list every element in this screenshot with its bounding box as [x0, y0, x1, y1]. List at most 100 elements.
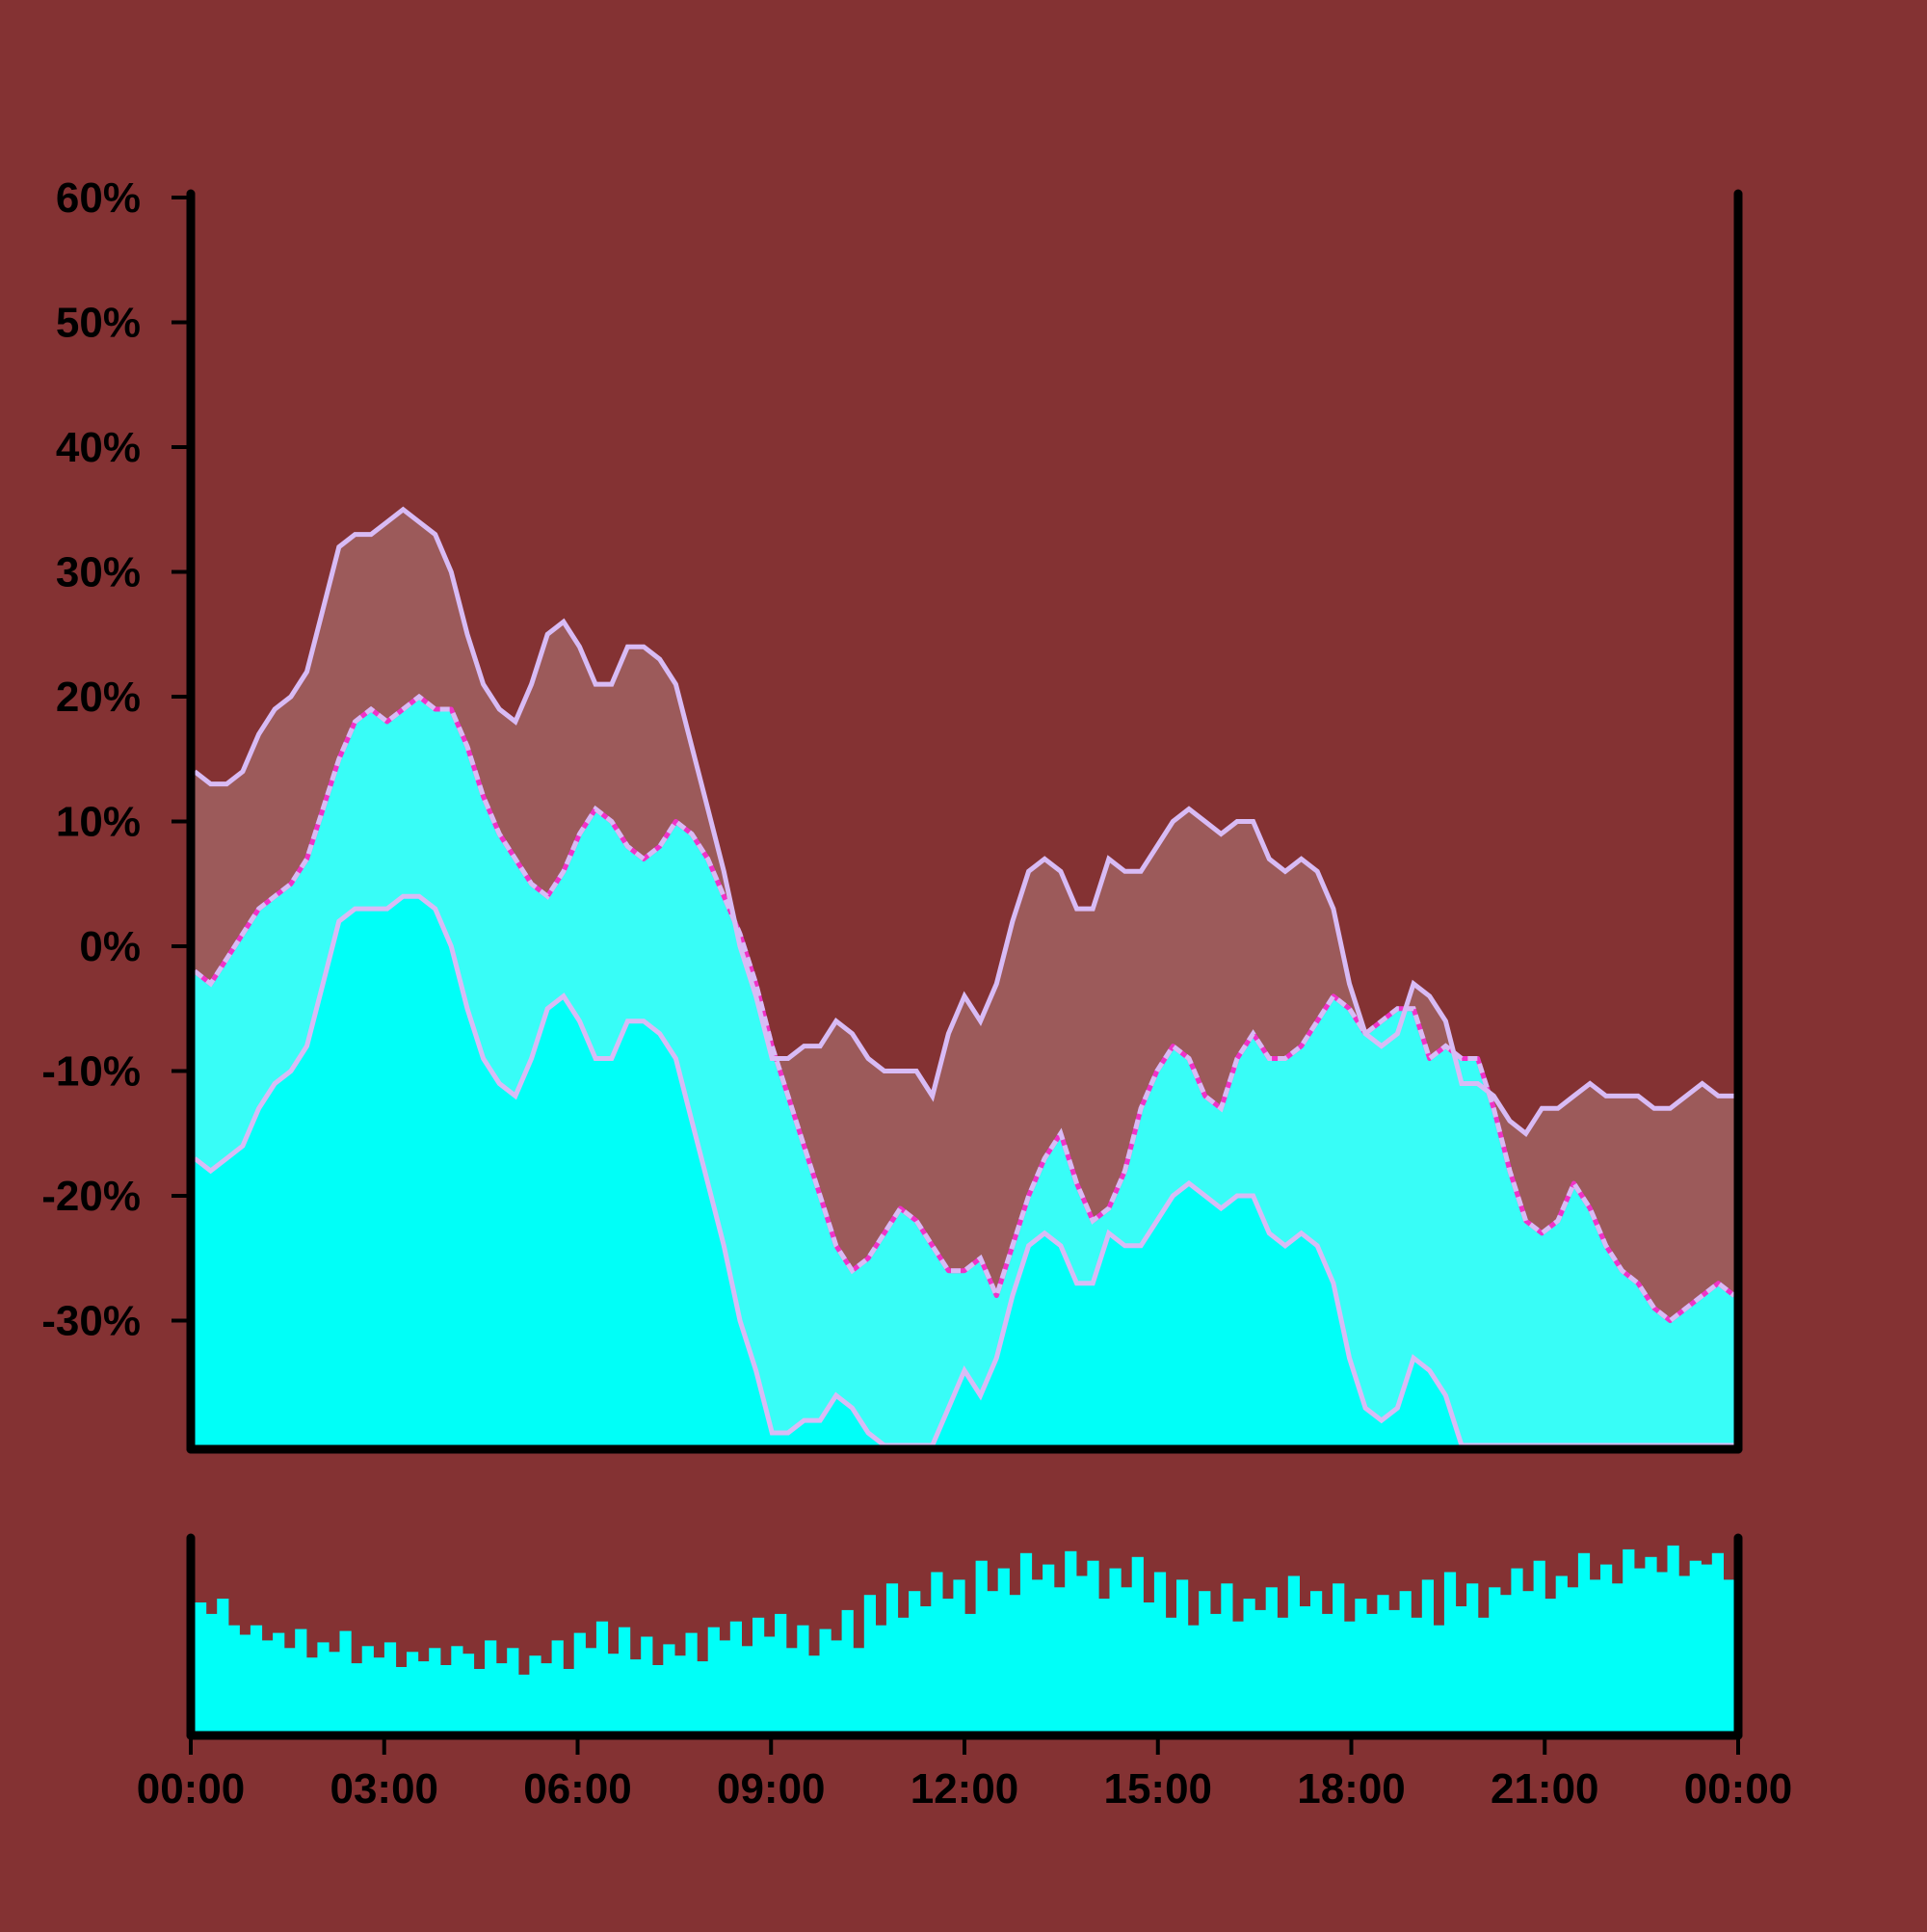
y-tick-label: 20%	[56, 674, 141, 721]
volume-bar	[1176, 1579, 1189, 1732]
x-tick-label: 15:00	[1103, 1765, 1212, 1813]
volume-bar	[373, 1657, 385, 1732]
volume-bar	[697, 1661, 709, 1732]
volume-bar	[551, 1640, 564, 1732]
volume-bar	[585, 1648, 597, 1732]
volume-bar	[641, 1636, 653, 1732]
volume-bar	[1421, 1579, 1434, 1732]
volume-bar	[1689, 1560, 1702, 1732]
volume-bar	[1065, 1550, 1077, 1732]
volume-bar	[227, 1625, 240, 1732]
volume-bar	[595, 1621, 609, 1732]
volume-bar	[1678, 1575, 1691, 1732]
volume-bar	[485, 1640, 497, 1732]
volume-bar	[507, 1648, 519, 1732]
volume-bar	[863, 1595, 876, 1732]
volume-bar	[685, 1632, 698, 1732]
volume-bar	[295, 1628, 307, 1732]
volume-bar	[1567, 1587, 1579, 1732]
volume-bar	[250, 1625, 263, 1732]
volume-bar	[1701, 1564, 1713, 1732]
volume-bar	[797, 1625, 809, 1732]
x-tick-label: 06:00	[523, 1765, 632, 1813]
y-tick-label: 40%	[56, 424, 141, 471]
volume-bar	[1053, 1587, 1066, 1732]
volume-bar	[383, 1642, 397, 1732]
volume-bar	[875, 1625, 887, 1732]
volume-bar	[195, 1602, 207, 1732]
y-tick-label: -30%	[41, 1298, 141, 1345]
volume-bar	[629, 1659, 642, 1732]
volume-bar	[361, 1646, 374, 1732]
volume-bar	[1388, 1609, 1401, 1732]
volume-bar	[563, 1669, 575, 1732]
volume-bar	[1333, 1583, 1345, 1732]
volume-bar	[1031, 1579, 1043, 1732]
volume-bar	[1221, 1583, 1233, 1732]
volume-bar	[1009, 1595, 1021, 1732]
volume-bar	[853, 1648, 865, 1732]
x-tick-label: 09:00	[717, 1765, 826, 1813]
volume-bar	[305, 1657, 318, 1732]
volume-bar	[1477, 1617, 1490, 1732]
volume-bar	[339, 1630, 352, 1732]
y-tick-label: -10%	[41, 1048, 141, 1096]
upper-envelope-line	[193, 506, 1734, 1137]
volume-bar	[473, 1669, 486, 1732]
volume-bar	[1600, 1564, 1613, 1732]
volume-bar	[1455, 1606, 1467, 1732]
volume-bar	[1087, 1560, 1099, 1732]
volume-bar	[1265, 1587, 1278, 1732]
volume-panel	[195, 1545, 1735, 1733]
volume-bar	[619, 1627, 631, 1733]
volume-bar	[1043, 1564, 1055, 1732]
x-tick-label: 18:00	[1297, 1765, 1406, 1813]
volume-bar	[673, 1655, 687, 1732]
volume-bar	[1623, 1548, 1635, 1732]
volume-bar	[987, 1591, 999, 1732]
volume-bar	[1589, 1579, 1601, 1732]
volume-bar	[351, 1663, 363, 1732]
volume-bar	[1466, 1583, 1479, 1732]
volume-bar	[1231, 1621, 1245, 1732]
volume-bar	[1321, 1613, 1333, 1732]
volume-bar	[997, 1568, 1010, 1732]
volume-bar	[429, 1648, 441, 1732]
volume-bar	[1399, 1591, 1412, 1732]
volume-bar	[841, 1609, 854, 1732]
volume-bar	[1511, 1568, 1523, 1732]
volume-bar	[1433, 1625, 1445, 1732]
volume-bar	[1555, 1575, 1568, 1732]
volume-bar	[763, 1636, 776, 1732]
volume-bar	[217, 1599, 229, 1732]
volume-bar	[1109, 1568, 1122, 1732]
lower-band-fill	[195, 896, 1734, 1445]
volume-bar	[1711, 1552, 1724, 1732]
volume-bar	[775, 1613, 787, 1732]
volume-bar	[273, 1632, 285, 1732]
x-tick-label: 12:00	[911, 1765, 1019, 1813]
volume-bar	[439, 1665, 452, 1732]
axes-layer: 60% 50% 40% 30% 20% 10% 0% -10% -20% -30% 00:00 03:…	[41, 174, 1792, 1813]
y-tick-label: 50%	[56, 300, 141, 347]
volume-bar	[1243, 1599, 1255, 1732]
volume-bar	[1411, 1617, 1423, 1732]
volume-bar	[831, 1640, 843, 1732]
y-tick-label: 0%	[79, 923, 141, 970]
volume-bar	[541, 1663, 553, 1732]
volume-bar	[719, 1640, 731, 1732]
volume-bar	[451, 1646, 463, 1732]
volume-bar	[1254, 1609, 1267, 1732]
volume-bar	[1287, 1575, 1300, 1732]
volume-bar	[205, 1613, 218, 1732]
volume-bar	[1489, 1587, 1501, 1732]
volume-bar	[1499, 1595, 1512, 1732]
volume-bar	[1343, 1621, 1356, 1732]
volume-bar	[239, 1634, 251, 1732]
volume-bar	[729, 1621, 742, 1732]
volume-bar	[819, 1628, 832, 1732]
volume-bar	[964, 1613, 977, 1732]
volume-bar	[407, 1652, 419, 1732]
volume-bar	[909, 1591, 921, 1732]
